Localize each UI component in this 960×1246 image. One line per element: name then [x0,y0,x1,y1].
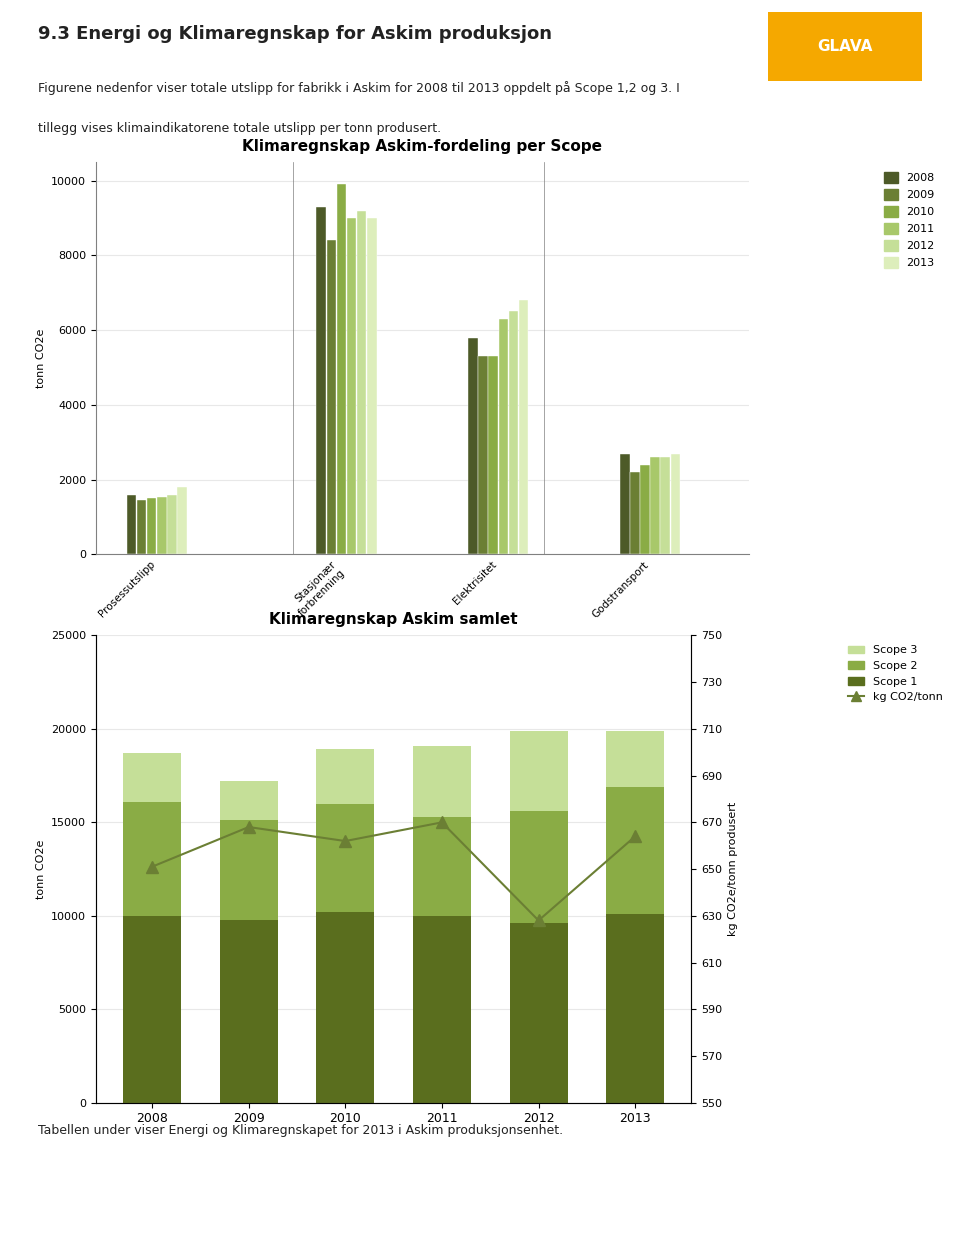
Bar [316,912,374,1103]
Bar [317,207,326,554]
Bar [630,472,639,554]
Bar [220,920,277,1103]
Text: tillegg vises klimaindikatorene totale utslipp per tonn produsert.: tillegg vises klimaindikatorene totale u… [38,122,442,135]
Bar [123,802,181,916]
Bar [316,749,374,804]
Bar [413,817,471,916]
Bar [498,319,508,554]
Bar [671,454,681,554]
Bar [660,457,670,554]
Bar [510,730,567,811]
Y-axis label: tonn CO2e: tonn CO2e [36,840,45,898]
Legend: 2008, 2009, 2010, 2011, 2012, 2013: 2008, 2009, 2010, 2011, 2012, 2013 [879,167,939,273]
Bar [510,811,567,923]
Bar [509,312,518,554]
Bar [489,356,498,554]
Title: Klimaregnskap Askim samlet: Klimaregnskap Askim samlet [270,612,517,627]
Bar [178,487,187,554]
Text: Tabellen under viser Energi og Klimaregnskapet for 2013 i Askim produksjonsenhet: Tabellen under viser Energi og Klimaregn… [38,1124,564,1138]
Bar [413,916,471,1103]
Bar [136,500,146,554]
Bar [468,338,478,554]
Bar [606,787,664,915]
Title: Klimaregnskap Askim-fordeling per Scope: Klimaregnskap Askim-fordeling per Scope [243,138,603,153]
Bar [220,820,277,920]
Bar [650,457,660,554]
Bar [518,300,528,554]
Text: M i l j ø -   o g   k l i m a r a p p o r t   2 0 1 4: M i l j ø - o g k l i m a r a p p o r t … [264,1206,571,1221]
Bar [167,495,177,554]
Bar [620,454,630,554]
Bar [123,753,181,802]
Bar [316,804,374,912]
Bar [147,498,156,554]
Text: Figurene nedenfor viser totale utslipp for fabrikk i Askim for 2008 til 2013 opp: Figurene nedenfor viser totale utslipp f… [38,81,680,95]
Bar [337,184,347,554]
Bar [510,923,567,1103]
Bar [606,915,664,1103]
Bar [478,356,488,554]
Bar [127,495,136,554]
Y-axis label: kg CO2e/tonn produsert: kg CO2e/tonn produsert [728,802,737,936]
Bar [326,240,336,554]
Bar [367,218,376,554]
Text: Side 17: Side 17 [869,1206,926,1221]
Bar [357,211,367,554]
Bar [413,745,471,817]
Bar [157,496,167,554]
Bar [347,218,356,554]
Bar [123,916,181,1103]
Text: GLAVA: GLAVA [817,39,873,55]
Bar [220,781,277,820]
Legend: Scope 3, Scope 2, Scope 1, kg CO2/tonn: Scope 3, Scope 2, Scope 1, kg CO2/tonn [843,640,948,706]
Y-axis label: tonn CO2e: tonn CO2e [36,329,46,388]
Text: 9.3 Energi og Klimaregnskap for Askim produksjon: 9.3 Energi og Klimaregnskap for Askim pr… [38,25,552,42]
Bar [606,730,664,787]
Bar [640,465,650,554]
